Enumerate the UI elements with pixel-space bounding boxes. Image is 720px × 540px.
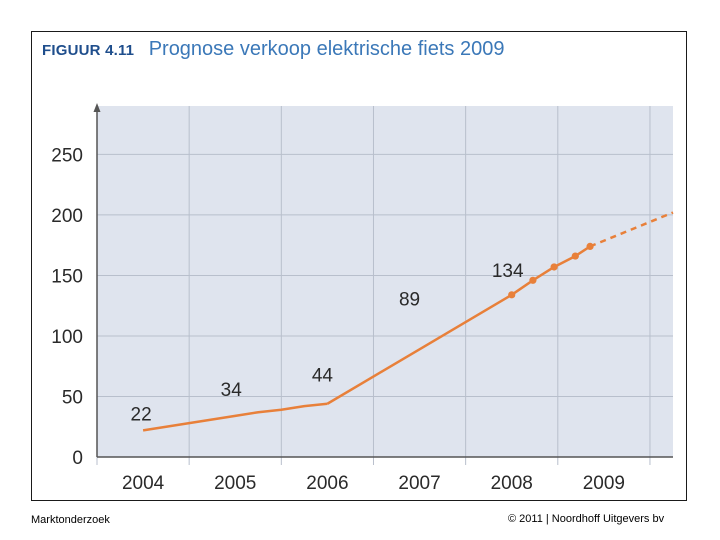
x-tick-label: 2007: [398, 473, 440, 494]
y-tick-label: 0: [72, 448, 83, 469]
x-tick-label: 2006: [306, 473, 348, 494]
data-label: 134: [492, 261, 524, 282]
y-axis-arrow: [93, 103, 101, 112]
y-tick-label: 100: [51, 327, 83, 348]
y-tick-label: 250: [51, 145, 83, 166]
series-line-forecast-dashed: [589, 211, 674, 248]
data-label: 44: [312, 366, 334, 387]
y-tick-label: 200: [51, 206, 83, 227]
data-label: 34: [221, 380, 243, 401]
figure-title: FIGUUR 4.11 Prognose verkoop elektrische…: [42, 38, 504, 61]
plot-background: [97, 106, 673, 457]
y-tick-label: 150: [51, 266, 83, 287]
data-point: [508, 291, 516, 299]
data-point: [529, 276, 537, 284]
data-point: [586, 242, 594, 250]
footer-copyright: © 2011 | Noordhoff Uitgevers bv: [508, 513, 665, 525]
footer-source: Marktonderzoek: [31, 514, 110, 526]
figure-caption: Prognose verkoop elektrische fiets 2009: [148, 38, 505, 60]
x-tick-label: 2004: [122, 473, 165, 494]
data-label: 89: [399, 289, 420, 310]
figure-number: FIGUUR 4.11: [42, 42, 135, 59]
data-point: [571, 252, 579, 260]
x-tick-label: 2005: [214, 473, 256, 494]
y-tick-label: 50: [62, 387, 83, 408]
x-tick-label: 2008: [491, 473, 533, 494]
series-line-actual: [142, 402, 328, 432]
x-tick-label: 2009: [583, 473, 625, 494]
data-label: 22: [131, 404, 152, 425]
data-point: [550, 263, 558, 271]
